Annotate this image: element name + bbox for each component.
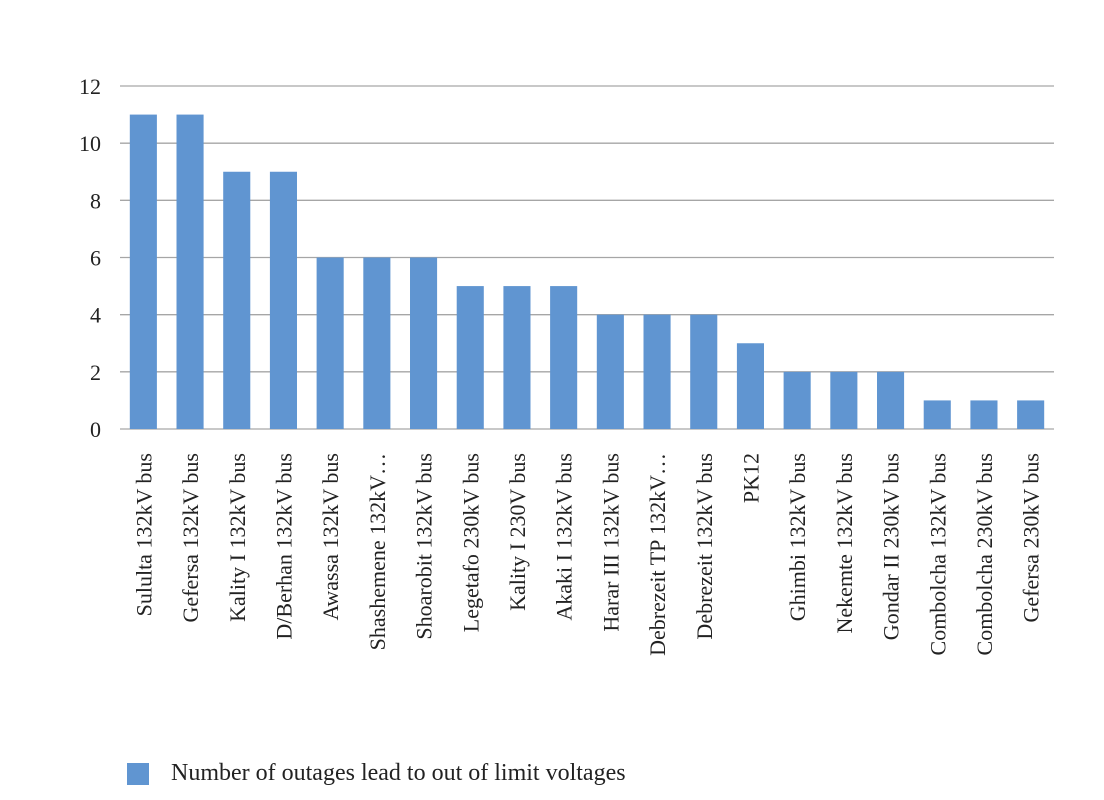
x-tick-label: Shoarobit 132kV bus <box>412 453 437 640</box>
x-tick-label: Kality I 230V bus <box>505 453 530 611</box>
bar <box>1017 400 1045 429</box>
y-tick-label: 12 <box>79 74 101 99</box>
y-axis-ticks: 0 2 4 6 8 10 12 <box>79 74 101 442</box>
bar <box>223 171 251 429</box>
x-tick-label: Sululta 132kV bus <box>131 453 156 616</box>
y-tick-label: 8 <box>90 188 101 213</box>
x-tick-label: Gefersa 132kV bus <box>178 453 203 622</box>
gridlines <box>120 85 1054 430</box>
bars <box>129 114 1045 429</box>
bar <box>783 371 811 429</box>
bar <box>456 286 484 429</box>
x-tick-label: Kality I 132kV bus <box>225 453 250 622</box>
x-axis-labels: Sululta 132kV bus Gefersa 132kV bus Kality… <box>131 453 1043 656</box>
x-tick-label: Nekemte 132kV bus <box>832 453 857 633</box>
bar <box>269 171 297 429</box>
x-tick-label: Debrezeit 132kV bus <box>692 453 717 640</box>
legend-swatch <box>127 762 149 785</box>
x-tick-label: Gefersa 230kV bus <box>1019 453 1044 622</box>
bar <box>129 114 157 429</box>
bar <box>316 257 344 429</box>
bar <box>736 343 764 429</box>
legend: Number of outages lead to out of limit v… <box>127 760 626 787</box>
bar <box>643 314 671 429</box>
bar <box>503 286 531 429</box>
y-tick-label: 0 <box>90 417 101 442</box>
bar <box>690 314 718 429</box>
y-tick-label: 4 <box>90 303 101 328</box>
y-tick-label: 10 <box>79 131 101 156</box>
legend-label: Number of outages lead to out of limit v… <box>171 760 626 786</box>
bar <box>923 400 951 429</box>
x-tick-label: Combolcha 132kV bus <box>925 453 950 655</box>
bar <box>410 257 438 429</box>
bar <box>363 257 391 429</box>
x-tick-label: Debrezeit TP 132kV… <box>645 453 670 656</box>
bar <box>550 286 578 429</box>
y-tick-label: 2 <box>90 360 101 385</box>
y-tick-label: 6 <box>90 246 101 271</box>
bar <box>176 114 204 429</box>
x-tick-label: D/Berhan 132kV bus <box>271 453 296 640</box>
x-tick-label: PK12 <box>738 453 763 503</box>
x-tick-label: Ghimbi 132kV bus <box>785 453 810 621</box>
bar <box>596 314 624 429</box>
x-tick-label: Awassa 132kV bus <box>318 453 343 620</box>
x-tick-label: Akaki I 132kV bus <box>552 453 577 621</box>
bar-chart: 0 2 4 6 8 10 12 Sululta 132kV bus Gefersa 132kV… <box>79 74 1054 656</box>
x-tick-label: Combolcha 230kV bus <box>972 453 997 655</box>
x-tick-label: Gondar II 230kV bus <box>879 453 904 640</box>
x-tick-label: Legetafo 230kV bus <box>458 453 483 632</box>
x-tick-label: Shashemene 132kV… <box>365 453 390 650</box>
bar <box>970 400 998 429</box>
x-tick-label: Harar III 132kV bus <box>598 453 623 632</box>
bar <box>830 371 858 429</box>
bar <box>877 371 905 429</box>
